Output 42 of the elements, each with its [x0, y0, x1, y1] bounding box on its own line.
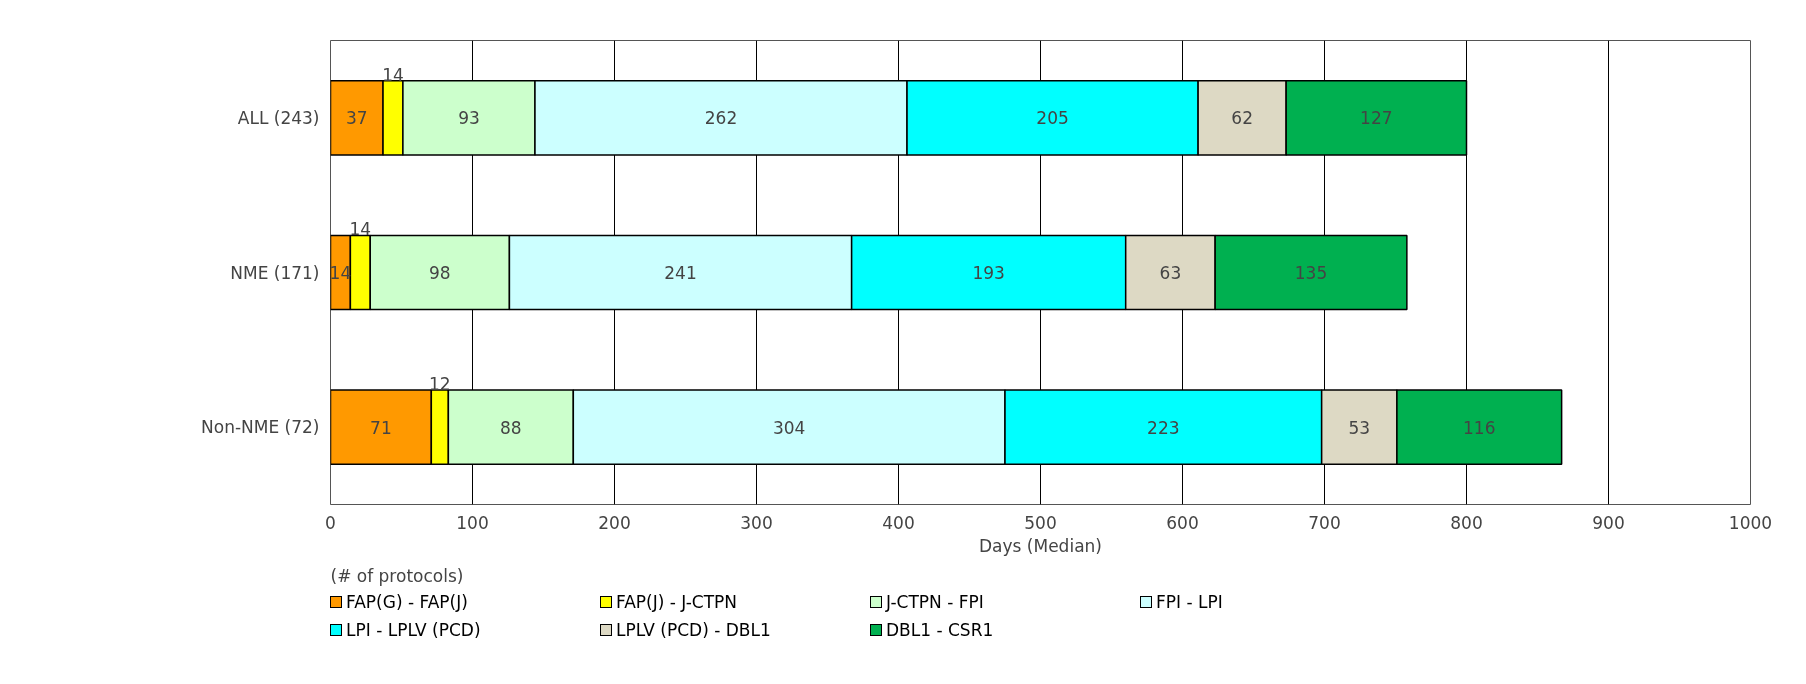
legend-label: FPI - LPI — [1156, 591, 1223, 614]
y-tick-label: ALL (243) — [237, 107, 320, 128]
data-label: 93 — [458, 108, 480, 129]
x-tick-label: 700 — [1308, 512, 1341, 533]
x-tick-label: 600 — [1166, 512, 1199, 533]
data-label: 37 — [345, 108, 368, 129]
x-tick-label: 300 — [740, 512, 773, 533]
data-label: 304 — [772, 417, 806, 438]
data-label: 88 — [500, 417, 522, 438]
legend-label: LPI - LPLV (PCD) — [346, 619, 481, 643]
legend-label: DBL1 - CSR1 — [886, 619, 994, 643]
x-tick-label: 100 — [456, 512, 489, 533]
data-label: 98 — [429, 263, 451, 283]
legend-label: FAP(J) - J-CTPN — [616, 591, 738, 614]
data-label: 223 — [1147, 417, 1180, 438]
x-tick-label: 0 — [325, 512, 336, 533]
x-axis-title: Days (Median) — [979, 535, 1102, 556]
legend-label: LPLV (PCD) - DBL1 — [616, 619, 771, 643]
data-label: 135 — [1294, 263, 1328, 283]
text: (# of protocols) — [330, 565, 464, 586]
data-label: 241 — [664, 263, 697, 283]
x-tick-label: 800 — [1450, 512, 1483, 533]
data-label: 262 — [704, 108, 738, 129]
legend-label: FAP(G) - FAP(J) — [346, 591, 468, 614]
x-tick-label: 900 — [1592, 512, 1625, 533]
data-label: 14 — [382, 64, 404, 85]
data-label: 63 — [1159, 263, 1182, 283]
x-tick-label: 200 — [598, 512, 631, 533]
data-label: 14 — [349, 219, 372, 240]
y-tick-label: Non-NME (72) — [201, 417, 320, 438]
data-label: 127 — [1360, 108, 1393, 129]
legend-label: J-CTPN - FPI — [886, 591, 984, 614]
x-tick-label: 1000 — [1728, 512, 1773, 533]
data-label: 116 — [1463, 417, 1496, 438]
x-tick-label: 500 — [1024, 512, 1057, 533]
y-tick-label: NME (171) — [230, 262, 320, 283]
data-label: 62 — [1231, 108, 1253, 129]
data-label: 193 — [972, 263, 1005, 283]
data-label: 71 — [370, 417, 392, 438]
data-label: 205 — [1036, 108, 1069, 129]
data-label: 53 — [1348, 417, 1371, 438]
x-tick-label: 400 — [882, 512, 915, 533]
